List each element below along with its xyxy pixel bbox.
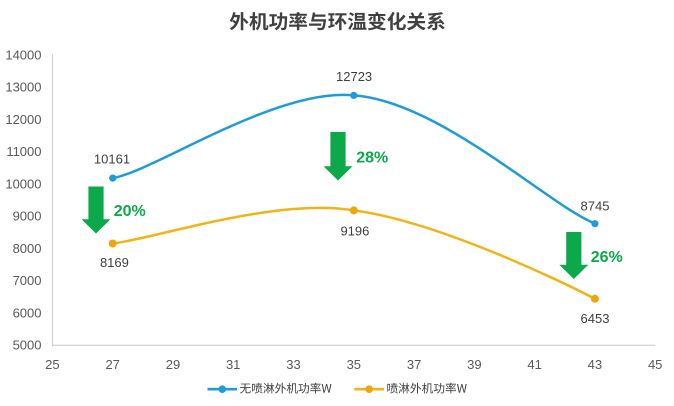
- svg-text:6000: 6000: [13, 305, 42, 320]
- svg-text:10000: 10000: [5, 176, 41, 191]
- svg-text:43: 43: [588, 357, 602, 372]
- svg-text:8745: 8745: [581, 199, 610, 214]
- svg-text:10161: 10161: [94, 151, 130, 166]
- svg-text:12723: 12723: [336, 69, 372, 84]
- svg-text:26%: 26%: [591, 249, 623, 266]
- svg-text:20%: 20%: [114, 203, 146, 220]
- svg-text:8000: 8000: [13, 241, 42, 256]
- svg-text:37: 37: [407, 357, 421, 372]
- svg-text:33: 33: [286, 357, 300, 372]
- svg-text:31: 31: [226, 357, 240, 372]
- svg-text:28%: 28%: [356, 150, 388, 167]
- svg-text:14000: 14000: [5, 48, 41, 63]
- svg-text:6453: 6453: [581, 311, 610, 326]
- svg-text:7000: 7000: [13, 273, 42, 288]
- svg-text:9000: 9000: [13, 209, 42, 224]
- svg-text:8169: 8169: [100, 255, 129, 270]
- svg-text:45: 45: [648, 357, 662, 372]
- svg-text:5000: 5000: [13, 338, 42, 353]
- svg-text:13000: 13000: [5, 80, 41, 95]
- svg-text:12000: 12000: [5, 112, 41, 127]
- svg-text:27: 27: [105, 357, 119, 372]
- svg-text:11000: 11000: [6, 144, 41, 159]
- svg-text:9196: 9196: [340, 224, 369, 239]
- svg-text:29: 29: [166, 357, 180, 372]
- svg-text:35: 35: [347, 357, 361, 372]
- svg-text:39: 39: [467, 357, 481, 372]
- svg-text:41: 41: [527, 357, 541, 372]
- svg-text:25: 25: [45, 357, 59, 372]
